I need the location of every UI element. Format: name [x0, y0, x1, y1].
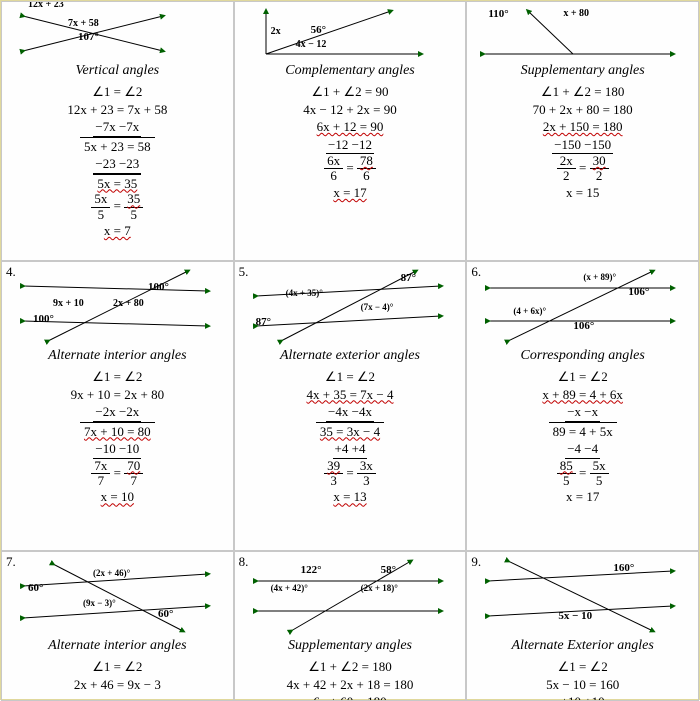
problem-cell-7: 7. 60° (2x + 46)° (9x − 3)° 60° Alternat… — [1, 551, 234, 701]
angle-label: 100° — [148, 281, 169, 293]
problem-cell-1: 12x + 23 7x + 58 107° Vertical angles ∠1… — [1, 1, 234, 261]
angle-label: 106° — [628, 286, 649, 298]
work-steps: ∠1 = ∠2 5x − 10 = 160 +10 +10 — [473, 658, 692, 701]
angle-label: (2x + 46)° — [93, 568, 130, 578]
angle-label: 106° — [573, 320, 594, 332]
angle-label: 7x + 58 — [68, 18, 99, 29]
angle-label: (2x + 18)° — [361, 583, 398, 593]
angle-label: 87° — [256, 316, 271, 328]
angle-label: (4 + 6x)° — [513, 306, 546, 316]
diagram-8: 122° (4x + 42)° 58° (2x + 18)° — [241, 556, 460, 636]
angle-label: 107° — [78, 31, 99, 43]
work-steps: ∠1 = ∠2 12x + 23 = 7x + 58 −7x −7x 5x + … — [8, 83, 227, 239]
angle-type-title: Alternate exterior angles — [241, 348, 460, 364]
angle-type-title: Supplementary angles — [241, 638, 460, 654]
angle-type-title: Alternate Exterior angles — [473, 638, 692, 654]
angle-type-title: Vertical angles — [8, 63, 227, 79]
diagram-9: 160° 5x − 10 — [473, 556, 692, 636]
problem-cell-5: 5. 87° (4x + 35)° (7x − 4)° 87° Alternat… — [234, 261, 467, 551]
angle-type-title: Supplementary angles — [473, 63, 692, 79]
worksheet-grid: 12x + 23 7x + 58 107° Vertical angles ∠1… — [0, 0, 700, 700]
diagram-4: 100° 9x + 10 2x + 80 100° — [8, 266, 227, 346]
work-steps: ∠1 = ∠2 9x + 10 = 2x + 80 −2x −2x 7x + 1… — [8, 368, 227, 506]
problem-cell-4: 4. 100° 9x + 10 2x + 80 100° Alternate i… — [1, 261, 234, 551]
angle-label: 56° — [311, 24, 326, 36]
problem-cell-6: 6. (x + 89)° 106° (4 + 6x)° 106° Corresp… — [466, 261, 699, 551]
diagram-7: 60° (2x + 46)° (9x − 3)° 60° — [8, 556, 227, 636]
angle-label: 12x + 23 — [28, 1, 64, 10]
diagram-6: (x + 89)° 106° (4 + 6x)° 106° — [473, 266, 692, 346]
angle-type-title: Complementary angles — [241, 63, 460, 79]
angle-type-title: Corresponding angles — [473, 348, 692, 364]
work-steps: ∠1 = ∠2 4x + 35 = 7x − 4 −4x −4x 35 = 3x… — [241, 368, 460, 506]
angle-label: 2x + 80 — [113, 298, 144, 309]
work-steps: ∠1 = ∠2 2x + 46 = 9x − 3 — [8, 658, 227, 693]
angle-label: x + 80 — [563, 8, 589, 19]
angle-type-title: Alternate interior angles — [8, 348, 227, 364]
angle-label: 60° — [28, 582, 43, 594]
problem-cell-8: 8. 122° (4x + 42)° 58° (2x + 18)° Supple… — [234, 551, 467, 701]
work-steps: ∠1 + ∠2 = 180 4x + 42 + 2x + 18 = 180 6x… — [241, 658, 460, 701]
angle-label: 110° — [488, 8, 508, 20]
angle-label: 9x + 10 — [53, 298, 84, 309]
angle-label: (7x − 4)° — [361, 302, 394, 312]
problem-cell-3: 110° x + 80 Supplementary angles ∠1 + ∠2… — [466, 1, 699, 261]
angle-label: (4x + 42)° — [271, 583, 308, 593]
angle-label: 4x − 12 — [296, 39, 327, 50]
angle-label: (9x − 3)° — [83, 598, 116, 608]
problem-cell-9: 9. 160° 5x − 10 Alternate Exterior angle… — [466, 551, 699, 701]
work-steps: ∠1 + ∠2 = 90 4x − 12 + 2x = 90 6x + 12 =… — [241, 83, 460, 201]
angle-label: 100° — [33, 313, 54, 325]
angle-type-title: Alternate interior angles — [8, 638, 227, 654]
diagram-2: 2x 56° 4x − 12 — [241, 6, 460, 61]
diagram-1: 12x + 23 7x + 58 107° — [8, 6, 227, 61]
angle-label: (x + 89)° — [583, 272, 616, 282]
angle-label: 5x − 10 — [558, 610, 592, 622]
diagram-3: 110° x + 80 — [473, 6, 692, 61]
angle-label: 2x — [271, 26, 281, 37]
work-steps: ∠1 + ∠2 = 180 70 + 2x + 80 = 180 2x + 15… — [473, 83, 692, 201]
problem-cell-2: 2x 56° 4x − 12 Complementary angles ∠1 +… — [234, 1, 467, 261]
angle-label: 58° — [381, 564, 396, 576]
angle-label: (4x + 35)° — [286, 288, 323, 298]
angle-label: 87° — [401, 272, 416, 284]
angle-label: 160° — [613, 562, 634, 574]
work-steps: ∠1 = ∠2 x + 89 = 4 + 6x −x −x 89 = 4 + 5… — [473, 368, 692, 506]
angle-label: 122° — [301, 564, 322, 576]
diagram-5: 87° (4x + 35)° (7x − 4)° 87° — [241, 266, 460, 346]
angle-label: 60° — [158, 608, 173, 620]
